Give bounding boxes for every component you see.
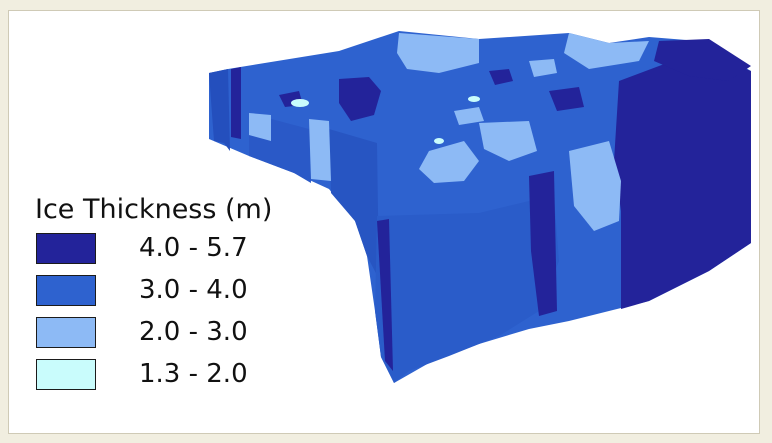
legend-label: 4.0 - 5.7: [139, 233, 248, 263]
legend-item: 3.0 - 4.0: [35, 271, 335, 311]
ice-light-patch-center-2: [479, 121, 537, 161]
ice-light-patch-center-5: [529, 59, 557, 77]
ice-face-left: [209, 69, 230, 151]
ice-light-patch-left: [249, 113, 271, 141]
legend-label: 2.0 - 3.0: [139, 317, 248, 347]
legend-swatch: [36, 233, 96, 264]
legend-swatch: [36, 359, 96, 390]
ice-light-patch-center-3: [569, 141, 621, 231]
legend-label: 1.3 - 2.0: [139, 359, 248, 389]
legend-label: 3.0 - 4.0: [139, 275, 248, 305]
ice-thickness-3d-map: [209, 31, 751, 383]
ice-dark-patch-4: [549, 87, 584, 111]
legend-title: Ice Thickness (m): [35, 194, 273, 225]
legend-item: 1.3 - 2.0: [35, 355, 335, 395]
ice-pale-spot-3: [434, 138, 444, 144]
ice-dark-strip-3: [377, 219, 393, 371]
ice-face-lower-lobe: [375, 196, 559, 383]
map-panel: Ice Thickness (m) 4.0 - 5.7 3.0 - 4.0 2.…: [8, 10, 760, 434]
legend-item: 4.0 - 5.7: [35, 229, 335, 269]
ice-dark-strip-1: [529, 171, 557, 316]
legend-swatch: [36, 317, 96, 348]
ice-dark-patch-1: [339, 77, 381, 121]
ice-light-patch-top: [397, 33, 479, 73]
ice-light-patch-mid: [309, 119, 331, 181]
ice-dark-top-right: [654, 39, 751, 81]
ice-dark-strip-2: [231, 67, 241, 139]
legend-item: 2.0 - 3.0: [35, 313, 335, 353]
ice-light-patch-center-4: [454, 107, 484, 125]
ice-dark-block-right: [614, 51, 751, 309]
legend: Ice Thickness (m) 4.0 - 5.7 3.0 - 4.0 2.…: [35, 193, 335, 395]
ice-light-patch-center-1: [419, 141, 479, 183]
ice-dark-patch-3: [489, 69, 513, 85]
ice-light-patch-upper: [564, 33, 649, 69]
ice-pale-spot-2: [468, 96, 480, 102]
ice-pale-spot-1: [291, 99, 309, 107]
ice-surface-main: [209, 31, 751, 383]
legend-swatch: [36, 275, 96, 306]
ice-face-front-mid: [329, 129, 379, 279]
